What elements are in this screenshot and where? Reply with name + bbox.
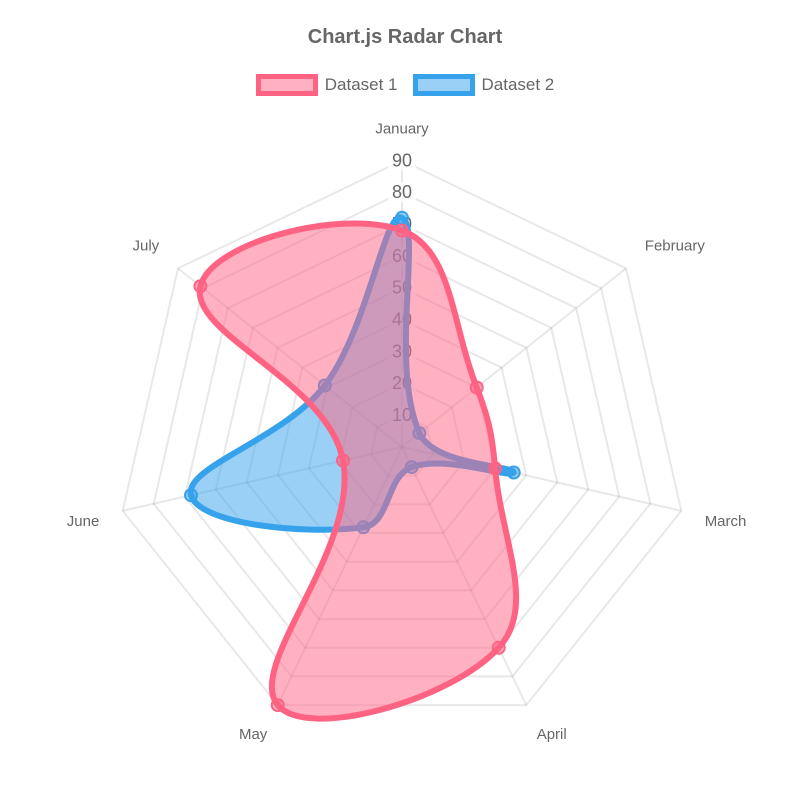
chart-title: Chart.js Radar Chart [307, 26, 503, 48]
data-point-dataset-1-april[interactable] [491, 640, 506, 655]
data-point-dataset-1-may[interactable] [270, 698, 285, 713]
data-point-dataset-2-march[interactable] [506, 465, 521, 480]
legend-marker-dataset-2 [412, 74, 475, 96]
tick-backdrop [388, 150, 416, 171]
point-label-january: January [375, 120, 429, 137]
legend-item-dataset-1[interactable]: Dataset 1 [255, 74, 398, 96]
tick-label: 80 [392, 182, 412, 202]
legend-label-dataset-1: Dataset 1 [324, 75, 398, 94]
data-point-dataset-1-july[interactable] [193, 279, 208, 294]
point-label-july: July [133, 237, 160, 254]
data-point-dataset-1-march[interactable] [488, 461, 503, 476]
data-point-dataset-1-june[interactable] [336, 453, 350, 468]
legend-marker-dataset-1 [255, 74, 318, 96]
point-label-april: April [537, 726, 567, 743]
data-point-dataset-1-february[interactable] [469, 380, 484, 395]
legend-item-dataset-2[interactable]: Dataset 2 [412, 74, 555, 96]
point-label-february: February [645, 237, 706, 254]
dataset-1-area [196, 220, 520, 722]
tick-label: 90 [392, 150, 412, 170]
legend-label-dataset-2: Dataset 2 [481, 75, 555, 94]
point-label-may: May [239, 726, 268, 743]
legend: Dataset 1 Dataset 2 [0, 74, 810, 96]
data-point-dataset-2-june[interactable] [184, 488, 198, 503]
data-point-dataset-1-january[interactable] [395, 223, 409, 238]
tick-backdrop [388, 182, 416, 203]
point-label-june: June [67, 513, 100, 530]
point-label-march: March [705, 513, 747, 530]
data-point-dataset-2-january[interactable] [395, 210, 409, 225]
